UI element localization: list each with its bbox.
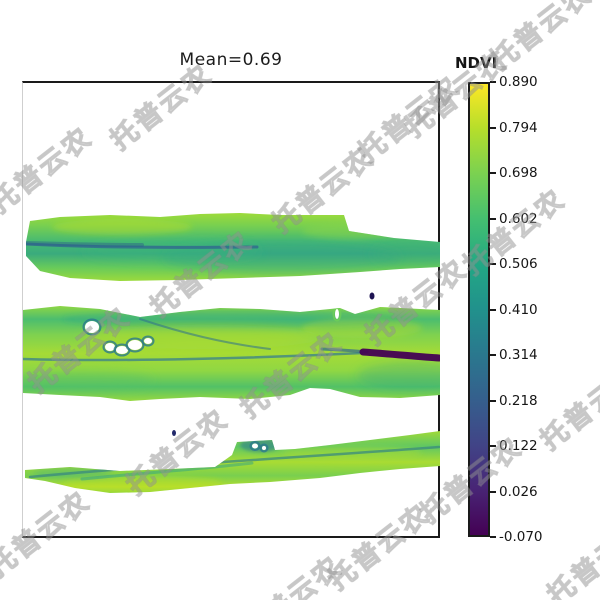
colorbar-tick-label: 0.698 [499,165,538,181]
colorbar-tick-label: 0.890 [499,74,538,90]
debris-speck [369,292,375,300]
leaf-middle [23,306,440,401]
colorbar-tick-label: 0.410 [499,301,538,318]
debris-speck [172,430,176,436]
colorbar-tick-mark [490,172,496,174]
watermark-text: 托普云农 [484,0,599,77]
colorbar-tick-label: -0.070 [499,529,543,545]
colorbar-tick-mark [490,536,496,538]
colorbar-tick-label: 0.122 [499,438,538,454]
leaf-top [26,213,440,281]
colorbar-tick-label: 0.314 [499,347,538,363]
colorbar-tick-mark [490,399,496,402]
colorbar-tick-mark [490,445,496,447]
colorbar-gradient [468,82,490,537]
colorbar-label: NDVI [455,54,498,72]
colorbar-tick-mark [490,263,496,265]
colorbar-tick-label: 0.602 [499,210,538,227]
colorbar-tick-label: 0.218 [499,392,538,409]
colorbar-tick-label: 0.794 [499,119,538,136]
colorbar-tick-mark [490,308,496,311]
watermark-text: 托普云农 [234,550,349,600]
leaf-bottom [25,431,440,493]
colorbar-tick-label: 0.506 [499,256,538,272]
colorbar-tick-mark [490,217,496,220]
colorbar-tick-mark [490,354,496,356]
colorbar-tick-label: 0.026 [499,483,538,500]
plot-area [22,81,440,538]
ndvi-leaf-map [23,213,440,493]
colorbar-tick-mark [490,490,496,493]
colorbar-tick-mark [490,126,496,129]
colorbar-tick-mark [490,81,496,83]
colorbar-ticks: 0.890 0.794 0.698 0.602 0.506 0.410 0.314 0.218… [490,74,590,545]
chart-title: Mean=0.69 [179,50,283,70]
